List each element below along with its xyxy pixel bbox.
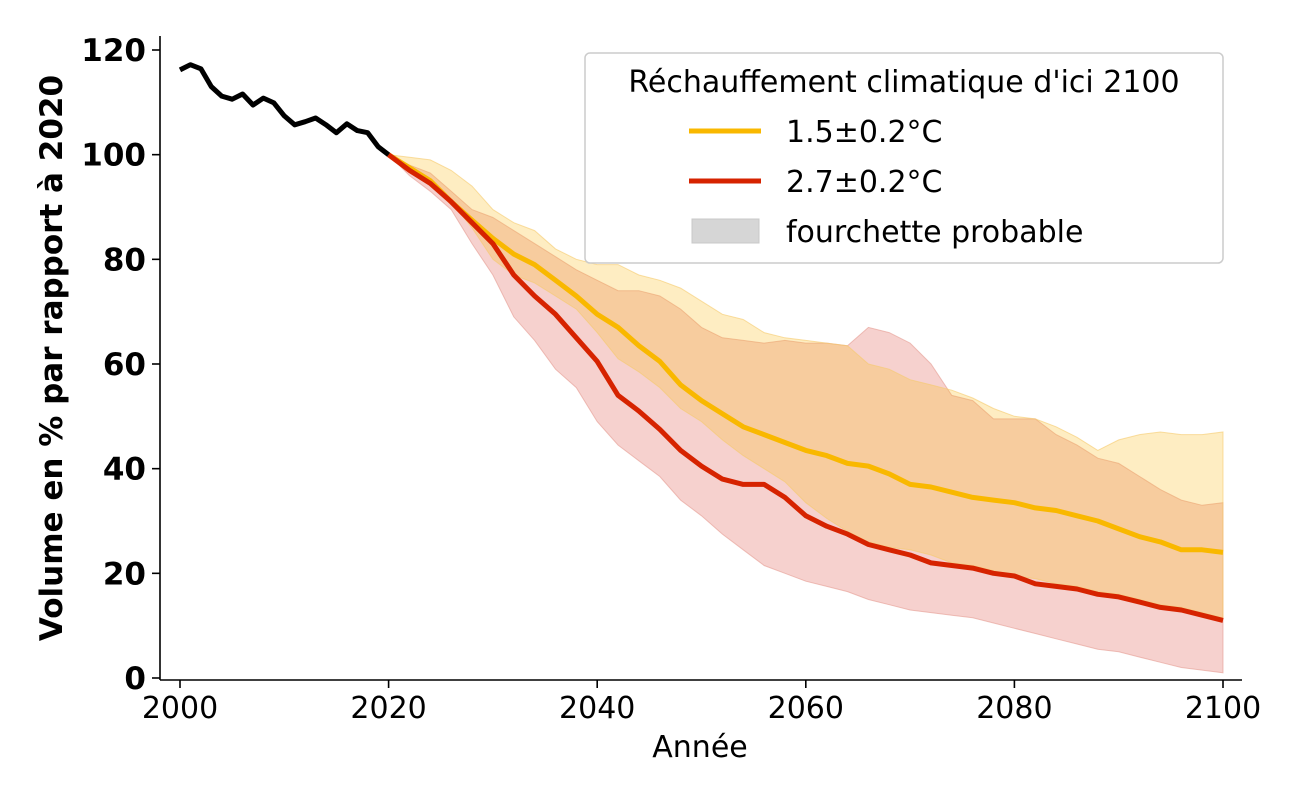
legend-label-2-7c: 2.7±0.2°C (786, 165, 943, 200)
y-tick-label: 20 (103, 556, 146, 592)
x-tick-label: 2040 (559, 691, 635, 726)
y-tick-label: 100 (81, 138, 146, 174)
line-1-5c (387, 152, 1224, 555)
x-tick-label: 2060 (768, 691, 844, 726)
line-2-7c (387, 152, 1224, 623)
x-tick-label: 2000 (142, 691, 218, 726)
line-historical (178, 62, 391, 157)
series-lines (178, 62, 1224, 623)
y-axis-label: Volume en % par rapport à 2020 (34, 75, 70, 641)
y-tick-label: 80 (103, 242, 146, 278)
x-axis-label: Année (652, 730, 747, 765)
legend-swatch-range (691, 218, 760, 244)
y-ticks: 0 20 40 60 80 100 120 (81, 33, 160, 697)
y-tick-label: 60 (103, 347, 146, 383)
x-tick-label: 2080 (976, 691, 1052, 726)
y-tick-label: 120 (81, 33, 146, 69)
x-tick-label: 2020 (350, 691, 426, 726)
legend-label-1-5c: 1.5±0.2°C (786, 115, 943, 150)
legend-label-range: fourchette probable (786, 215, 1083, 250)
legend-title: Réchauffement climatique d'ici 2100 (628, 65, 1179, 100)
y-tick-label: 0 (124, 661, 146, 697)
legend-frame (584, 52, 1224, 264)
x-ticks: 2000 2020 2040 2060 2080 2100 (142, 680, 1261, 726)
legend: Réchauffement climatique d'ici 2100 1.5±… (584, 52, 1224, 264)
x-tick-label: 2100 (1185, 691, 1261, 726)
y-tick-label: 40 (103, 452, 146, 488)
